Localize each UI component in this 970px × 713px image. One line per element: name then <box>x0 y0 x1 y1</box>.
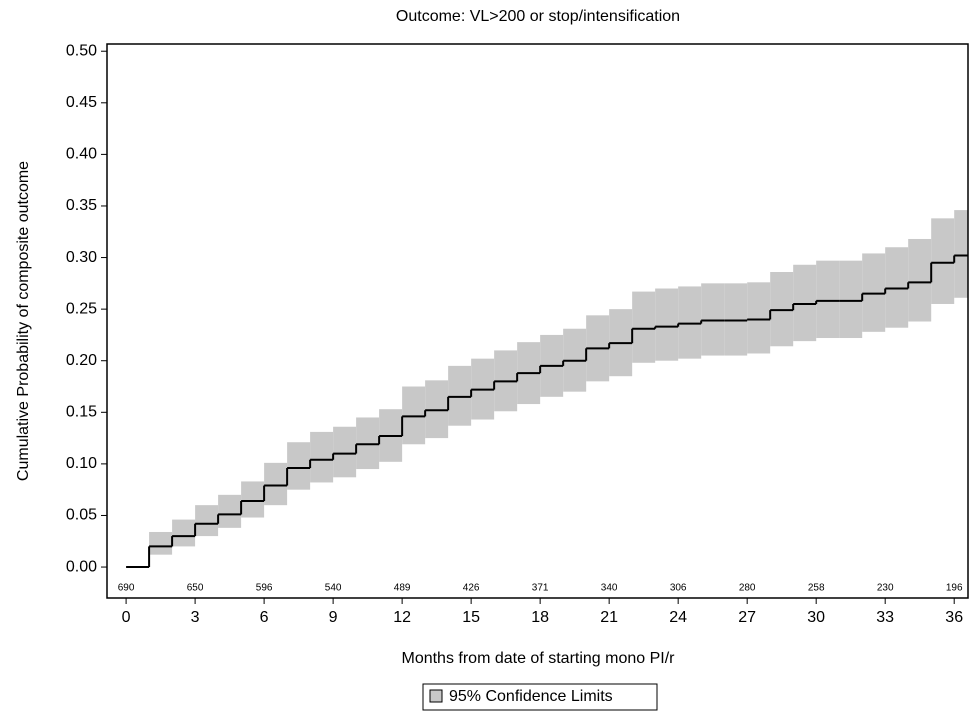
x-tick-label: 33 <box>876 609 894 626</box>
legend-swatch <box>429 689 443 703</box>
x-tick-label: 36 <box>945 609 963 626</box>
x-tick-label: 21 <box>600 609 618 626</box>
confidence-band <box>885 247 909 328</box>
confidence-band <box>356 417 380 470</box>
confidence-band <box>816 260 840 339</box>
y-tick-label: 0.50 <box>66 42 97 59</box>
confidence-band <box>218 494 242 528</box>
confidence-band <box>172 519 196 547</box>
confidence-band <box>310 431 334 483</box>
confidence-band <box>908 238 932 322</box>
confidence-band <box>448 365 472 426</box>
at-risk-count: 426 <box>463 583 480 594</box>
confidence-band <box>862 253 886 332</box>
at-risk-count: 690 <box>118 583 135 594</box>
confidence-band <box>195 505 219 537</box>
x-tick-label: 15 <box>462 609 480 626</box>
confidence-band <box>632 291 656 363</box>
confidence-band <box>149 531 173 555</box>
x-tick-label: 30 <box>807 609 825 626</box>
y-tick-label: 0.35 <box>66 197 97 214</box>
confidence-band <box>264 462 288 506</box>
confidence-band <box>333 426 357 478</box>
y-tick-label: 0.40 <box>66 146 97 163</box>
at-risk-count: 258 <box>808 583 825 594</box>
y-axis-label: Cumulative Probability of composite outc… <box>15 161 32 481</box>
confidence-band <box>770 271 794 347</box>
at-risk-count: 230 <box>877 583 894 594</box>
legend-label: 95% Confidence Limits <box>449 688 613 705</box>
at-risk-count: 340 <box>601 583 618 594</box>
x-tick-label: 0 <box>122 609 131 626</box>
x-axis-label: Months from date of starting mono PI/r <box>401 650 675 667</box>
at-risk-count: 306 <box>670 583 687 594</box>
y-tick-label: 0.15 <box>66 404 97 421</box>
confidence-band <box>678 286 702 359</box>
x-tick-label: 27 <box>738 609 756 626</box>
confidence-band <box>701 283 725 356</box>
confidence-band <box>747 282 771 354</box>
y-tick-label: 0.00 <box>66 558 97 575</box>
confidence-band <box>655 288 679 361</box>
plot-frame <box>106 43 969 599</box>
y-tick-label: 0.25 <box>66 300 97 317</box>
legend-box <box>422 683 658 711</box>
at-risk-count: 540 <box>325 583 342 594</box>
at-risk-count: 489 <box>394 583 411 594</box>
confidence-band <box>793 264 817 342</box>
y-tick-label: 0.05 <box>66 507 97 524</box>
x-tick-label: 12 <box>393 609 411 626</box>
x-tick-label: 3 <box>191 609 200 626</box>
at-risk-count: 596 <box>256 583 273 594</box>
y-tick-label: 0.30 <box>66 249 97 266</box>
y-tick-label: 0.45 <box>66 94 97 111</box>
confidence-band <box>425 380 449 439</box>
at-risk-count: 196 <box>946 583 963 594</box>
confidence-band <box>931 218 955 304</box>
x-tick-label: 24 <box>669 609 687 626</box>
at-risk-count: 280 <box>739 583 756 594</box>
x-tick-label: 6 <box>260 609 269 626</box>
confidence-band <box>724 283 748 356</box>
confidence-band <box>402 386 426 445</box>
x-tick-label: 9 <box>329 609 338 626</box>
y-tick-label: 0.10 <box>66 455 97 472</box>
x-tick-label: 18 <box>531 609 549 626</box>
confidence-band <box>839 260 863 339</box>
chart-title: Outcome: VL>200 or stop/intensification <box>396 8 680 25</box>
confidence-band <box>241 481 265 518</box>
at-risk-count: 650 <box>187 583 204 594</box>
y-tick-label: 0.20 <box>66 352 97 369</box>
confidence-band <box>954 210 968 298</box>
confidence-band <box>287 442 311 490</box>
at-risk-count: 371 <box>532 583 549 594</box>
